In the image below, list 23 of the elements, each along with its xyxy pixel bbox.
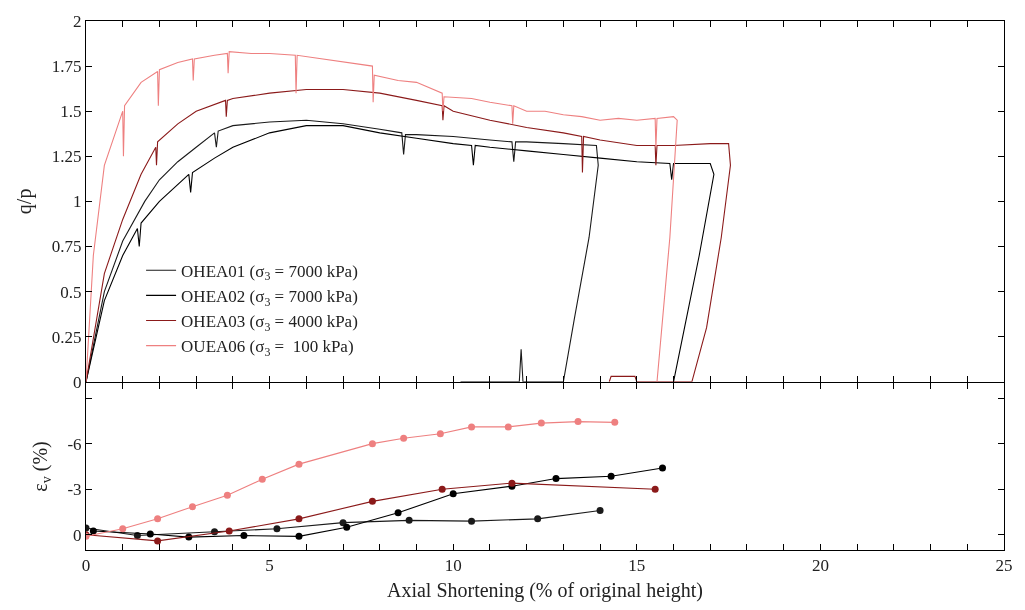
x-tick-label: 25 — [995, 556, 1013, 576]
y-axis-title: q/p — [13, 188, 37, 215]
y-tick-label: 0.25 — [51, 327, 82, 347]
y-tick-label: -3 — [67, 480, 82, 500]
legend-label: OUEA06 (σ$_{3}$ = 100 kPa) — [181, 337, 354, 359]
x-axis-title: Axial Shortening (% of original height) — [386, 578, 704, 602]
y-tick-label: 1.75 — [51, 57, 82, 77]
y-tick-label: 0.5 — [60, 282, 82, 302]
y-tick-label: 0 — [73, 525, 82, 545]
x-tick-label: 5 — [265, 556, 274, 576]
y-tick-label: 1 — [73, 192, 82, 212]
y-tick-label: 1.5 — [60, 102, 82, 122]
legend-label: OHEA02 (σ$_{3}$ = 7000 kPa) — [181, 287, 358, 309]
y-tick-label: 2 — [73, 11, 82, 31]
legend-label: OHEA03 (σ$_{3}$ = 4000 kPa) — [181, 312, 358, 334]
y-tick-label: 1.25 — [51, 147, 82, 167]
legend-label: OHEA01 (σ$_{3}$ = 7000 kPa) — [181, 261, 358, 284]
x-tick-label: 15 — [628, 556, 646, 576]
y-tick-label: 0.75 — [51, 237, 82, 257]
y-tick-label: 0 — [73, 372, 82, 392]
x-tick-label: 10 — [444, 556, 462, 576]
y-tick-label: -6 — [67, 434, 82, 454]
x-tick-label: 20 — [811, 556, 829, 576]
